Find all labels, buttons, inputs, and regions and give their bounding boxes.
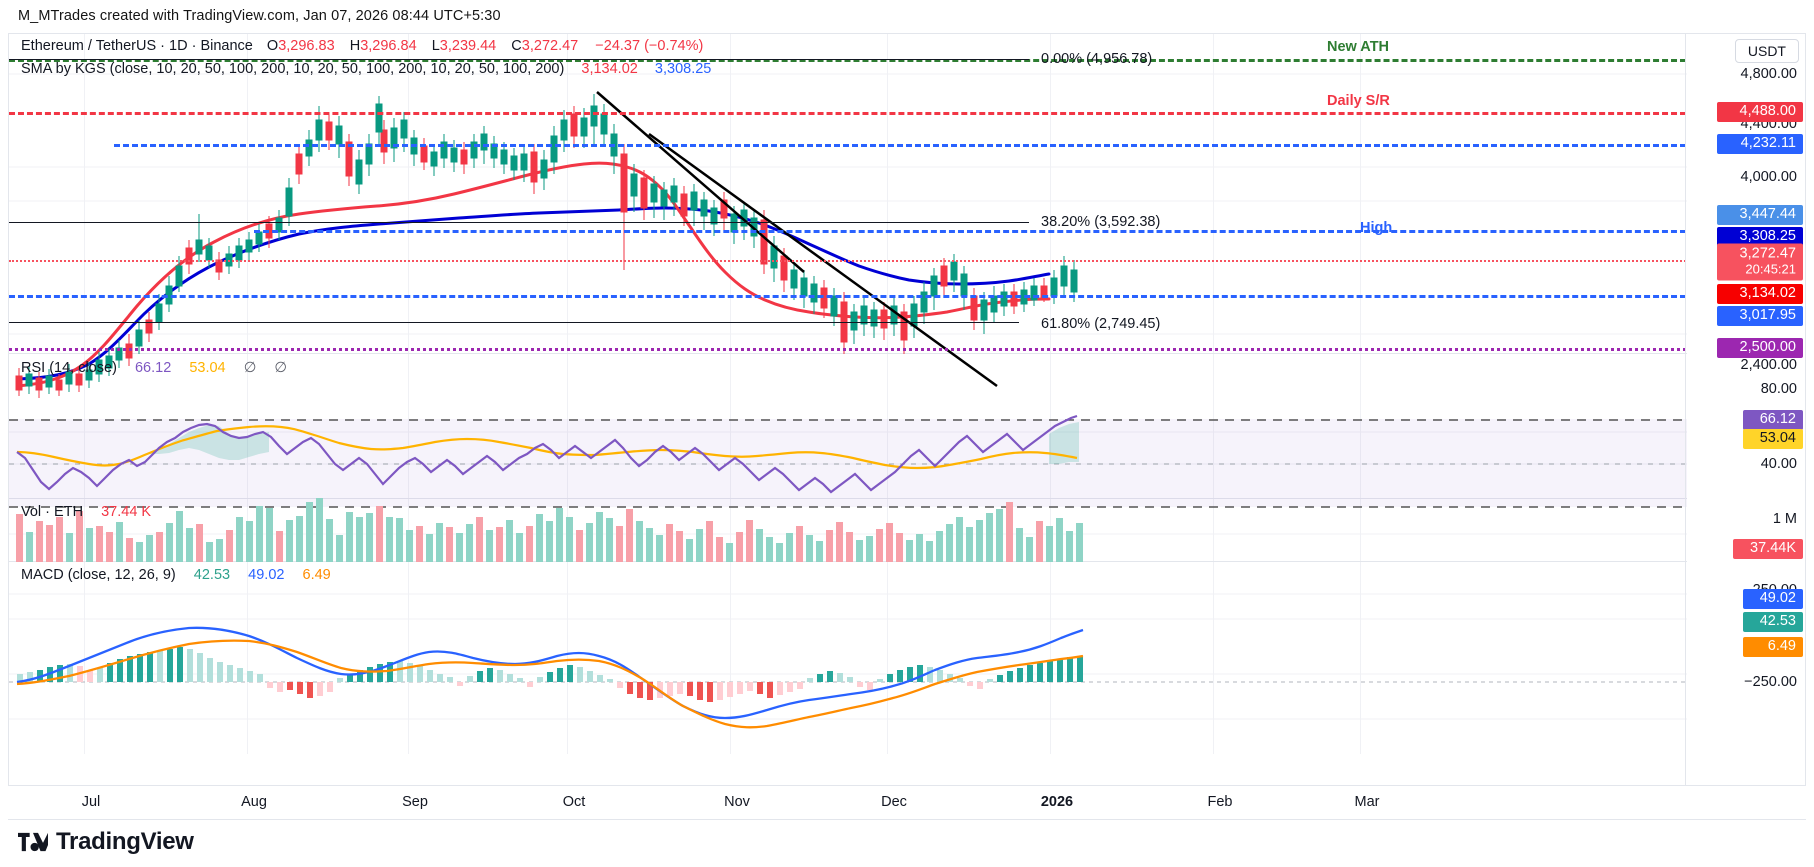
rsi-pill: 66.12: [1743, 410, 1803, 430]
new-ath-line: [9, 59, 1686, 62]
time-tick: Nov: [724, 794, 750, 810]
fib-382-line: [9, 222, 1029, 223]
price-pill-sma-fast: 3,134.02: [1717, 284, 1803, 304]
price-pill-3018: 3,017.95: [1717, 306, 1803, 326]
time-tick: Jul: [81, 794, 101, 810]
tradingview-logo[interactable]: TradingView: [18, 828, 194, 856]
time-tick: Aug: [241, 794, 267, 810]
rsi-ma-value: 53.04: [189, 360, 226, 376]
change-value: −24.37 (−0.74%): [595, 38, 704, 54]
symbol-legend[interactable]: Ethereum / TetherUS · 1D · Binance O3,29…: [21, 38, 703, 54]
chart-frame[interactable]: New ATH Daily S/R High 0.00% (4,956.78) …: [8, 33, 1806, 786]
level-2500-line: [9, 348, 1686, 351]
price-pill-2500: 2,500.00: [1717, 338, 1803, 358]
sma-title: SMA by KGS (close, 10, 20, 50, 100, 200,…: [21, 61, 565, 77]
price-pill-last: 3,272.47 20:45:21: [1717, 243, 1803, 281]
rsi-extra-1: ∅: [243, 360, 257, 376]
open-value: 3,296.83: [278, 38, 335, 54]
daily-sr-line: [9, 112, 1686, 115]
time-tick: Oct: [562, 794, 586, 810]
fib-0-line: [9, 59, 1029, 60]
daily-sr-label: Daily S/R: [1327, 93, 1390, 109]
high-label: High: [1360, 220, 1393, 236]
new-ath-label: New ATH: [1327, 39, 1390, 55]
high-value: 3,296.84: [360, 38, 417, 54]
rsi-tick: 40.00: [1760, 456, 1797, 472]
tradingview-logo-icon: [18, 832, 48, 852]
low-label-ohlc: L: [431, 38, 440, 54]
time-tick: Feb: [1207, 794, 1233, 810]
sma-value-1: 3,134.02: [581, 61, 638, 77]
volume-legend[interactable]: Vol · ETH 37.44 K: [21, 504, 151, 520]
macd-tick: −250.00: [1744, 674, 1797, 690]
time-tick: Mar: [1354, 794, 1380, 810]
sma-legend[interactable]: SMA by KGS (close, 10, 20, 50, 100, 200,…: [21, 61, 711, 77]
price-scale-separator: [1685, 34, 1686, 785]
macd-signal-value: 6.49: [302, 567, 331, 583]
price-axis[interactable]: USDT 4,800.00 4,400.00 4,000.00 2,400.00…: [1686, 34, 1805, 785]
macd-title: MACD (close, 12, 26, 9): [21, 567, 176, 583]
macd-signal-pill: 6.49: [1743, 637, 1803, 657]
volume-tick: 1 M: [1772, 511, 1797, 527]
credit-line: M_MTrades created with TradingView.com, …: [18, 8, 501, 24]
symbol-title: Ethereum / TetherUS · 1D · Binance: [21, 38, 253, 54]
price-pill-4232: 4,232.11: [1717, 134, 1803, 154]
time-axis[interactable]: Jul Aug Sep Oct Nov Dec 2026 Feb Mar: [8, 786, 1806, 820]
tradingview-logo-text: TradingView: [56, 828, 194, 855]
price-tick: 2,400.00: [1740, 357, 1797, 373]
fib-618-line: [9, 322, 1019, 323]
volume-title: Vol · ETH: [21, 504, 84, 520]
rsi-title: RSI (14, close): [21, 360, 117, 376]
price-pill-sma-slow: 3,308.25: [1717, 227, 1803, 247]
low-value: 3,239.44: [439, 38, 497, 54]
macd-hist-pill: 42.53: [1743, 612, 1803, 632]
fib-382-label: 38.20% (3,592.38): [1041, 214, 1161, 230]
price-tick: 4,800.00: [1740, 66, 1797, 82]
open-label: O: [266, 38, 279, 54]
countdown-timer: 20:45:21: [1745, 261, 1796, 277]
volume-value: 37.44 K: [101, 504, 152, 520]
macd-line-pill: 49.02: [1743, 589, 1803, 609]
price-tick: 4,000.00: [1740, 169, 1797, 185]
time-tick: Dec: [881, 794, 907, 810]
high-label-ohlc: H: [349, 38, 361, 54]
high-line: [254, 230, 1686, 233]
currency-pill[interactable]: USDT: [1734, 39, 1799, 63]
time-tick-year: 2026: [1040, 794, 1074, 810]
rsi-extra-2: ∅: [274, 360, 288, 376]
fib-618-label: 61.80% (2,749.45): [1041, 316, 1161, 332]
volume-pill: 37.44K: [1733, 539, 1803, 559]
price-pill-high: 3,447.44: [1717, 205, 1803, 225]
macd-hist-value: 42.53: [193, 567, 231, 583]
close-value: 3,272.47: [521, 38, 579, 54]
fib-0-label: 0.00% (4,956.78): [1041, 51, 1153, 67]
price-pill-daily-sr: 4,488.00: [1717, 102, 1803, 122]
macd-legend[interactable]: MACD (close, 12, 26, 9) 42.53 49.02 6.49: [21, 567, 331, 583]
last-price-value: 3,272.47: [1739, 245, 1796, 262]
resistance-4232-line: [114, 144, 1686, 147]
time-tick: Sep: [402, 794, 428, 810]
rsi-legend[interactable]: RSI (14, close) 66.12 53.04 ∅ ∅: [21, 360, 287, 376]
support-3018-line: [9, 295, 1686, 298]
chart-canvas: [9, 34, 1687, 754]
sma-value-2: 3,308.25: [654, 61, 712, 77]
macd-line-value: 49.02: [248, 567, 285, 583]
rsi-ma-pill: 53.04: [1743, 429, 1803, 449]
rsi-tick: 80.00: [1760, 381, 1797, 397]
last-price-line: [9, 260, 1686, 262]
rsi-value: 66.12: [134, 360, 172, 376]
close-label-ohlc: C: [511, 38, 522, 54]
